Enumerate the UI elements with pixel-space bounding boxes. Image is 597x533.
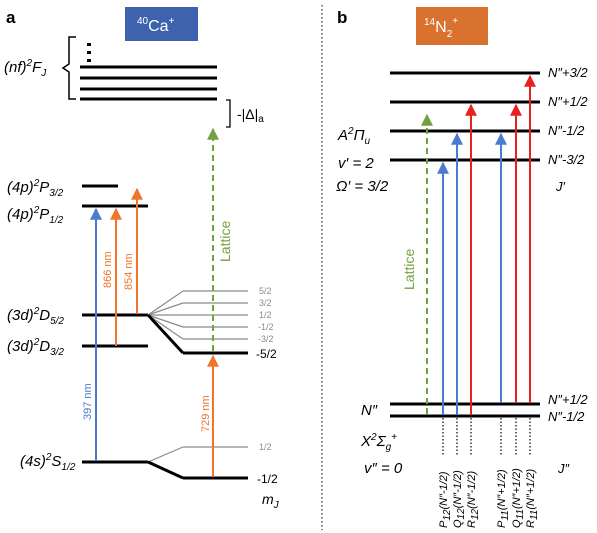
rydberg-brace xyxy=(61,36,76,100)
label-854: 854 nm xyxy=(123,253,135,290)
upper-label-1: N″+1/2 xyxy=(548,94,588,109)
mj-s12-0: 1/2 xyxy=(259,442,272,452)
rydberg-manifold xyxy=(80,43,217,101)
mj-d52-5: -5/2 xyxy=(256,347,277,361)
lower-label-0: N″+1/2 xyxy=(548,392,588,407)
label-4s12: (4s)2S1/2 xyxy=(20,452,76,473)
panel-b-label: b xyxy=(337,8,347,27)
mj-d52-2: 1/2 xyxy=(259,310,272,320)
transition-label-r11: R11(N″+1/2) xyxy=(525,468,540,528)
transition-label-q12: Q12(N″-1/2) xyxy=(452,470,467,528)
transition-label-q11: Q11(N″+1/2) xyxy=(511,468,526,528)
panel-b: b 14N2+ N″+3/2 N″+1/2 N″-1/2 N″-3/2 J′ A… xyxy=(336,7,588,528)
mj-d52-3: -1/2 xyxy=(258,322,274,332)
transition-label-p12: P12(N″-1/2) xyxy=(438,471,453,528)
mj-s12-1: -1/2 xyxy=(257,472,278,486)
lower-label-1: N″-1/2 xyxy=(548,409,585,424)
label-4p12: (4p)2P1/2 xyxy=(7,205,64,226)
detuning-bracket xyxy=(226,99,231,128)
mj-d52-0: 5/2 xyxy=(259,286,272,296)
lower-n-label: N″ xyxy=(361,402,378,419)
panel-a-label: a xyxy=(6,8,16,27)
ca-species-label: 40Ca+ xyxy=(137,16,175,35)
upper-j-label: J′ xyxy=(555,179,566,194)
upper-state-label: A2Πu xyxy=(337,126,370,147)
upper-omega-label: Ω′ = 3/2 xyxy=(336,178,389,195)
lower-vib-label: v″ = 0 xyxy=(364,460,403,477)
upper-label-2: N″-1/2 xyxy=(548,123,585,138)
label-3d32: (3d)2D3/2 xyxy=(7,337,64,358)
mj-axis-label: mJ xyxy=(262,491,280,511)
upper-vib-label: v′ = 2 xyxy=(338,155,374,172)
panel-a: a 40Ca+ (nf)2FJ -|Δ|a (4p)2P3/2 (4p)2P1/… xyxy=(4,7,280,511)
s12-zeeman-splitting xyxy=(147,446,248,480)
n2-species-box xyxy=(416,7,488,45)
n2-species-label: 14N2+ xyxy=(424,16,458,40)
upper-label-3: N″-3/2 xyxy=(548,152,585,167)
label-729: 729 nm xyxy=(200,395,212,432)
label-4p32: (4p)2P3/2 xyxy=(7,178,64,199)
label-866: 866 nm xyxy=(102,251,114,288)
upper-label-0: N″+3/2 xyxy=(548,65,588,80)
label-lattice-b: Lattice xyxy=(401,249,417,290)
lower-state-label: X2Σg+ xyxy=(360,432,397,453)
label-lattice-a: Lattice xyxy=(217,221,233,262)
transition-guides xyxy=(442,418,531,456)
detuning-label: -|Δ|a xyxy=(237,106,264,125)
label-397: 397 nm xyxy=(82,383,94,420)
rydberg-label: (nf)2FJ xyxy=(4,58,47,79)
mj-d52-1: 3/2 xyxy=(259,298,272,308)
transition-label-p11: P11(N″+1/2) xyxy=(496,469,511,528)
lower-j-label: J″ xyxy=(557,461,570,476)
label-3d52: (3d)2D5/2 xyxy=(7,306,64,327)
d52-zeeman-splitting xyxy=(146,290,248,355)
transition-label-r12: R12(N″-1/2) xyxy=(466,470,481,528)
mj-d52-4: -3/2 xyxy=(258,334,274,344)
ca-species-box xyxy=(125,7,198,41)
